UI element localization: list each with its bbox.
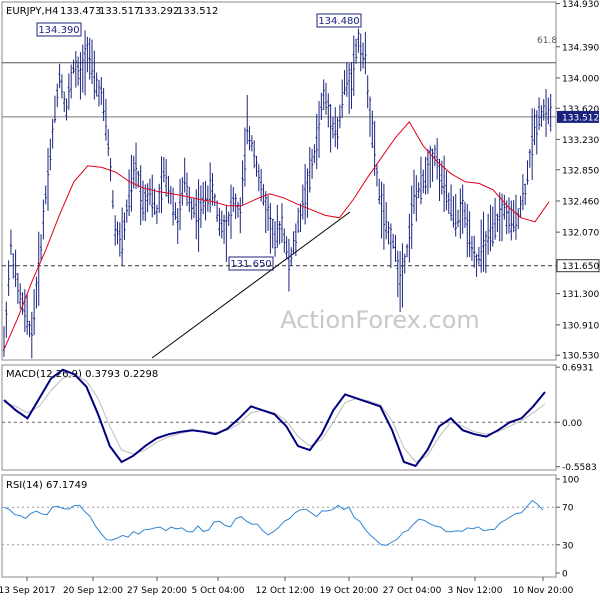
- x-tick-label: 12 Oct 12:00: [256, 586, 315, 596]
- rsi-tick-label: 0: [562, 570, 568, 580]
- macd-line: [3, 368, 546, 468]
- x-tick-label: 27 Sep 20:00: [127, 586, 187, 596]
- rsi-tick-label: 70: [562, 504, 574, 514]
- price-panel: [1, 1, 557, 361]
- xaxis-layer: 13 Sep 2017 20 Sep 12:00 27 Sep 20:00 5 Oct…: [0, 577, 574, 596]
- x-tick-label: 13 Sep 2017: [0, 586, 56, 596]
- annotation-high-2: 134.480: [316, 13, 362, 28]
- price-tick-label: 134.930: [562, 0, 599, 10]
- chart-title: EURJPY,H4: [6, 6, 59, 17]
- price-axis-layer: 134.930 134.390 134.000 133.620 133.230 132.8…: [556, 0, 600, 362]
- price-tick-label: 131.300: [562, 290, 599, 300]
- price-tick-label: 134.000: [562, 74, 599, 84]
- x-tick-label: 19 Oct 20:00: [320, 586, 379, 596]
- support-price-box: [556, 259, 600, 273]
- rsi-line: [3, 499, 544, 546]
- annotation-high-2-text: 134.480: [318, 16, 359, 27]
- support-price-label: 131.650: [562, 262, 599, 272]
- x-tick-label: 27 Oct 04:00: [383, 586, 442, 596]
- price-tick-label: 133.230: [562, 136, 599, 146]
- macd-tick-label: -0.5583: [562, 463, 597, 473]
- x-tick-label: 10 Nov 20:00: [513, 586, 574, 596]
- ohlc-close: 133.512: [177, 6, 218, 17]
- ma-layer: [3, 121, 550, 350]
- trend-line: [151, 211, 351, 359]
- rsi-tick-label: 30: [562, 541, 574, 551]
- rsi-panel: [1, 474, 557, 578]
- watermark: ActionForex.com: [280, 306, 480, 334]
- price-tick-label: 134.390: [562, 43, 599, 53]
- ohlc-low: 133.292: [138, 6, 179, 17]
- x-tick-label: 5 Oct 04:00: [192, 586, 245, 596]
- rsi-tick-label: 100: [562, 476, 579, 486]
- annotation-high-1: 134.390: [36, 22, 82, 37]
- fib-label: 61.8: [537, 36, 557, 46]
- rsi-label: RSI(14) 67.1749: [6, 480, 87, 491]
- ohlc-high: 133.517: [99, 6, 140, 17]
- annotation-high-1-text: 134.390: [38, 25, 79, 36]
- macd-layer: 0.6931 0.00 -0.5583: [2, 364, 597, 473]
- rsi-layer: 100 70 30 0: [2, 476, 579, 580]
- price-tick-label: 132.460: [562, 197, 599, 207]
- current-price-label: 133.512: [562, 113, 599, 123]
- current-price-box: [557, 110, 599, 123]
- ohlc-open: 133.473: [60, 6, 101, 17]
- moving-average-line: [3, 121, 550, 350]
- macd-tick-label: 0.00: [562, 419, 582, 429]
- macd-signal-line: [3, 373, 546, 463]
- price-bars-layer: [2, 28, 552, 359]
- price-tick-label: 132.070: [562, 229, 599, 239]
- price-tick-label: 130.910: [562, 321, 599, 331]
- annotation-low-1-text: 131.650: [230, 259, 271, 270]
- macd-tick-label: 0.6931: [562, 364, 594, 374]
- macd-label: MACD(12,26,9) 0.3793 0.2298: [6, 369, 158, 380]
- x-tick-label: 20 Sep 12:00: [63, 586, 123, 596]
- price-tick-label: 132.850: [562, 166, 599, 176]
- price-tick-label: 133.620: [562, 105, 599, 115]
- price-tick-label: 130.530: [562, 352, 599, 362]
- x-tick-label: 3 Nov 12:00: [448, 586, 503, 596]
- macd-panel: [1, 364, 557, 471]
- annotation-low-1: 131.650: [228, 256, 274, 271]
